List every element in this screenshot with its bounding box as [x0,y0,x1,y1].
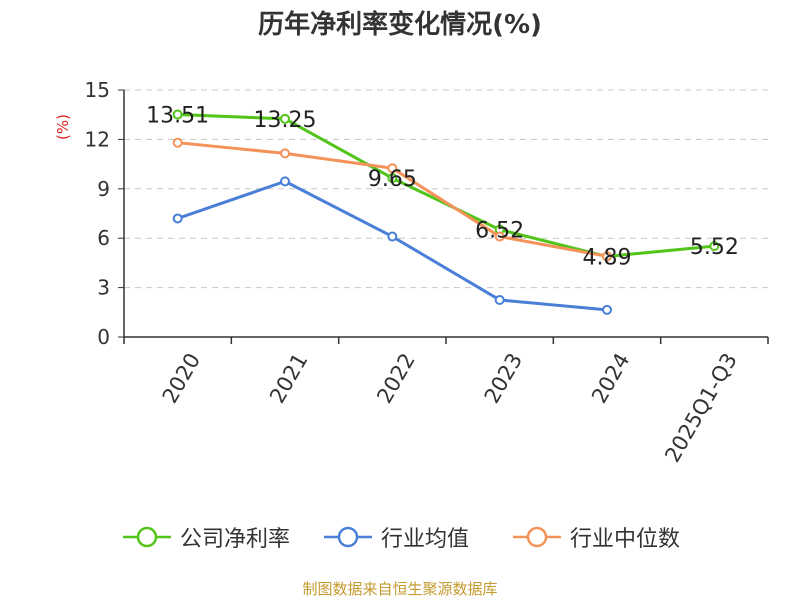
legend-item[interactable]: 公司净利率 [122,520,290,554]
data-point [172,213,183,224]
legend-label: 公司净利率 [180,527,291,552]
data-label: 9.65 [368,167,417,192]
y-tick-label: 15 [85,78,110,102]
legend-marker-icon [513,526,561,548]
legend-item[interactable]: 行业中位数 [512,520,680,554]
data-label: 6.52 [475,219,524,244]
y-tick-labels: 0 3 6 9 12 15 [85,78,110,349]
data-point [172,109,183,120]
x-tick-labels: 2020 2021 2022 2023 2024 2025Q1-Q3 [158,349,742,466]
data-labels: 13.51 13.25 9.65 6.52 4.89 5.52 [146,104,739,271]
data-point [280,176,290,187]
data-point [602,251,612,262]
x-tick-label: 2021 [265,349,313,407]
legend-item[interactable]: 行业均值 [323,520,469,554]
y-axis-label: (%) [54,114,72,140]
series-line [177,113,715,258]
legend-marker-icon [123,526,171,548]
data-point [387,173,398,184]
data-point [494,294,505,305]
legend-label: 行业中位数 [570,527,681,552]
data-point [387,231,398,242]
y-tick-label: 12 [85,127,110,151]
data-point [709,241,720,252]
y-tick-label: 9 [97,177,110,201]
legend-label: 行业均值 [381,527,470,552]
data-label: 4.89 [583,245,632,270]
data-point [280,113,290,124]
x-tick-label: 2023 [480,349,528,407]
y-tick-label: 6 [97,226,110,250]
x-tick-label: 2022 [372,349,420,407]
grid-lines [124,89,768,289]
data-point [494,231,505,242]
x-tick-label: 2020 [158,349,206,407]
x-tick-label: 2024 [587,349,635,407]
data-label: 13.51 [146,104,209,129]
x-tick-label: 2025Q1-Q3 [660,349,742,466]
source-note: 制图数据来自恒生聚源数据库 [302,580,498,598]
data-label: 13.25 [254,108,317,133]
data-point [172,137,183,148]
data-point [387,163,398,174]
legend-marker-icon [324,526,372,548]
data-point [280,148,290,159]
y-tick-label: 3 [97,276,110,300]
data-label: 5.52 [690,235,739,260]
y-tick-label: 0 [97,325,110,349]
chart-title: 历年净利率变化情况(%) [258,10,542,40]
data-point [602,304,612,315]
axes [118,89,769,344]
series-lines [172,109,720,315]
